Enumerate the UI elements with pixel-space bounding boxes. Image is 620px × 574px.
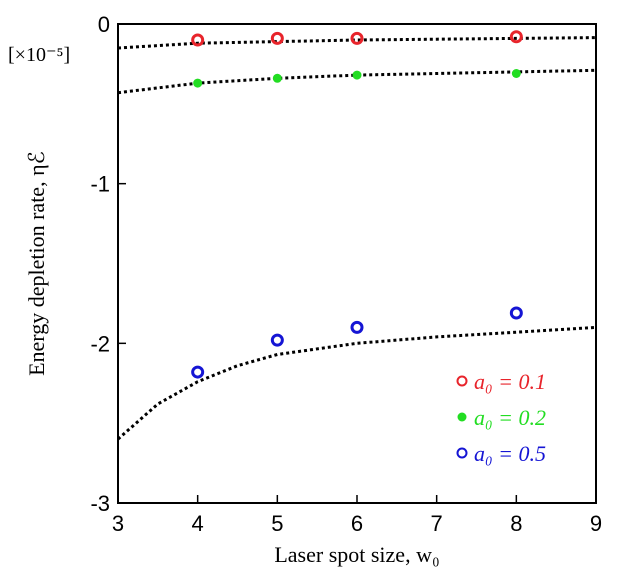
data-point [509,306,523,320]
legend-label: a₀ = 0.5 [474,441,546,466]
x-tick-label: 5 [271,511,283,536]
legend: a₀ = 0.1 a₀ = 0.2 a₀ = 0.5 [456,369,546,466]
x-tick-label: 8 [510,511,522,536]
data-point [270,333,284,347]
y-tick-label: -1 [90,172,110,197]
fit-curve [117,36,597,50]
data-point [191,365,205,379]
y-axis-title: Energy depletion rate, ηℰ [24,151,49,376]
x-axis-title: Laser spot size, w₀ [274,542,439,567]
y-tick-label: -3 [90,491,110,516]
y-tick-label: 0 [98,12,110,37]
x-tick-label: 4 [192,511,204,536]
legend-marker [456,447,468,459]
fit-curve [117,325,597,441]
x-tick-label: 7 [431,511,443,536]
chart-marks [117,30,597,441]
data-point [270,31,284,45]
series-1 [117,68,597,95]
data-point [191,33,205,47]
data-point [272,73,282,83]
data-point [509,30,523,44]
x-tick-label: 9 [590,511,602,536]
data-point [352,70,362,80]
axis-ticks: 3 4 5 6 7 8 9 0 -1 -2 -3 [90,12,602,536]
series-0 [117,30,597,50]
series-2 [117,306,597,441]
x-tick-label: 3 [112,511,124,536]
data-point [511,68,521,78]
y-scale-note: [×10⁻⁵] [8,44,70,66]
y-tick-label: -2 [90,331,110,356]
plot-frame [117,23,597,504]
legend-label: a₀ = 0.2 [474,405,546,430]
x-tick-label: 6 [351,511,363,536]
data-point [350,31,364,45]
legend-label: a₀ = 0.1 [474,369,546,394]
legend-marker [457,412,467,422]
data-point [193,78,203,88]
data-point [350,320,364,334]
legend-marker [456,375,468,387]
